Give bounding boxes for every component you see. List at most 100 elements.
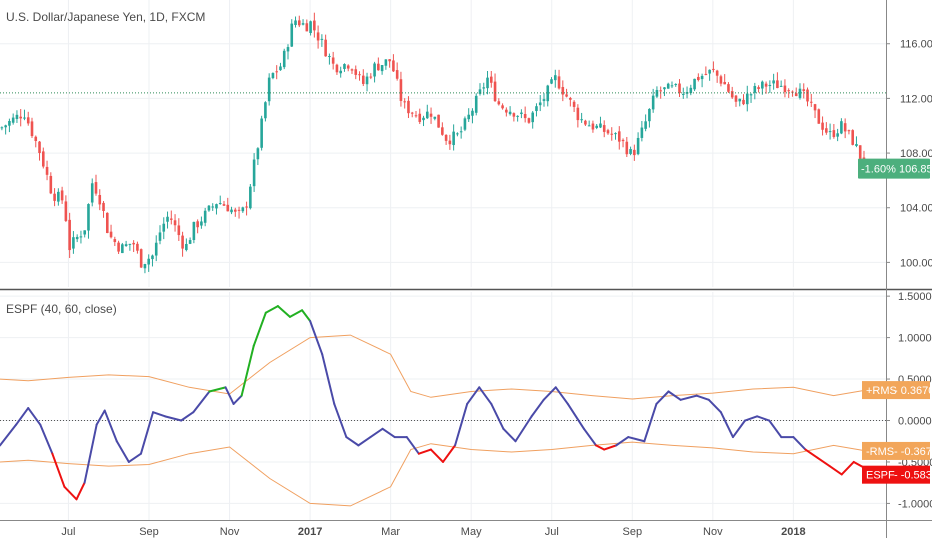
candle-body [290, 23, 294, 47]
candle [11, 113, 15, 125]
candle [809, 93, 813, 108]
candle-body [128, 243, 132, 245]
time-axis-tick: Nov [703, 526, 723, 538]
candle-body [523, 114, 527, 119]
candle [230, 206, 233, 215]
candle-body [482, 87, 486, 89]
candle-body [215, 204, 218, 209]
candle [655, 86, 659, 99]
candle-body [0, 127, 4, 129]
candle-body [53, 193, 56, 201]
espf-segment [321, 353, 336, 405]
candle [761, 80, 764, 95]
candle-body [595, 125, 598, 128]
espf-segment [707, 398, 722, 414]
candle-body [493, 81, 497, 102]
candle-body [474, 95, 478, 113]
candle-body [324, 39, 327, 57]
candle [798, 83, 802, 100]
candle [670, 81, 674, 89]
candle-body [226, 204, 230, 212]
candle-body [377, 63, 380, 71]
candle-body [444, 134, 448, 141]
candle-body [309, 21, 312, 33]
candle-body [380, 65, 384, 72]
candle-body [617, 131, 621, 142]
candle-body [286, 47, 290, 52]
candle-body [384, 59, 388, 66]
candle [538, 95, 542, 112]
espf-segment [240, 344, 255, 397]
candle [87, 203, 90, 239]
candle-body [418, 113, 422, 122]
candle [361, 69, 365, 87]
candle [704, 66, 708, 76]
candle [825, 122, 828, 135]
candle [441, 122, 444, 136]
candle-body [429, 113, 433, 117]
candle [606, 128, 610, 135]
candle-body [369, 76, 373, 78]
candle-body [459, 131, 463, 133]
candle [271, 72, 275, 80]
espf-segment [615, 436, 630, 447]
candle-body [162, 223, 166, 232]
candle-body [256, 148, 260, 160]
candle-body [320, 38, 324, 40]
candle-body [185, 243, 188, 251]
candle [489, 70, 493, 88]
candle [794, 87, 798, 97]
espf-segment [252, 311, 267, 347]
candle-body [113, 239, 117, 243]
candle [305, 19, 309, 32]
candle-body [828, 131, 832, 133]
espf-segment [264, 305, 279, 314]
candle-body [4, 125, 7, 128]
candle [546, 84, 550, 107]
candle-body [49, 175, 53, 194]
time-axis-tick: Sep [622, 526, 642, 538]
candle [516, 115, 519, 122]
candle [719, 74, 723, 87]
candle-body [124, 244, 128, 246]
candle [117, 240, 120, 254]
time-axis-tick: Jul [545, 526, 559, 538]
candle-body [670, 85, 674, 87]
candle-body [75, 236, 79, 240]
espf-segment [667, 390, 682, 401]
candle-body [94, 182, 98, 194]
candle [395, 62, 399, 81]
espf-segment [756, 415, 771, 422]
candle [512, 112, 516, 122]
candle-body [561, 87, 565, 95]
candle-body [8, 120, 11, 126]
candle-body [23, 117, 26, 119]
candle [380, 65, 384, 75]
candle [723, 74, 726, 85]
candle-body [343, 64, 346, 69]
espf-segment [405, 436, 420, 455]
candle [584, 119, 587, 127]
espf-segment [357, 436, 372, 447]
candle [591, 120, 595, 133]
candle [57, 188, 60, 206]
candle-body [723, 81, 726, 85]
candle [444, 134, 448, 145]
candle [802, 83, 806, 99]
candle [734, 94, 738, 107]
candle-body [456, 133, 459, 135]
candle [279, 62, 282, 71]
candle-body [38, 141, 41, 153]
candle [4, 124, 7, 135]
candle-body [166, 216, 169, 222]
candle [290, 19, 294, 48]
candle-body [715, 70, 719, 76]
price-change-percent: -1.60% [861, 164, 896, 176]
espf-segment [127, 452, 142, 463]
candle-body [139, 249, 143, 268]
rms-plus-line [0, 334, 866, 400]
rms-plus-badge-value: - 0.3670 [894, 385, 932, 397]
candle-body [403, 101, 406, 103]
